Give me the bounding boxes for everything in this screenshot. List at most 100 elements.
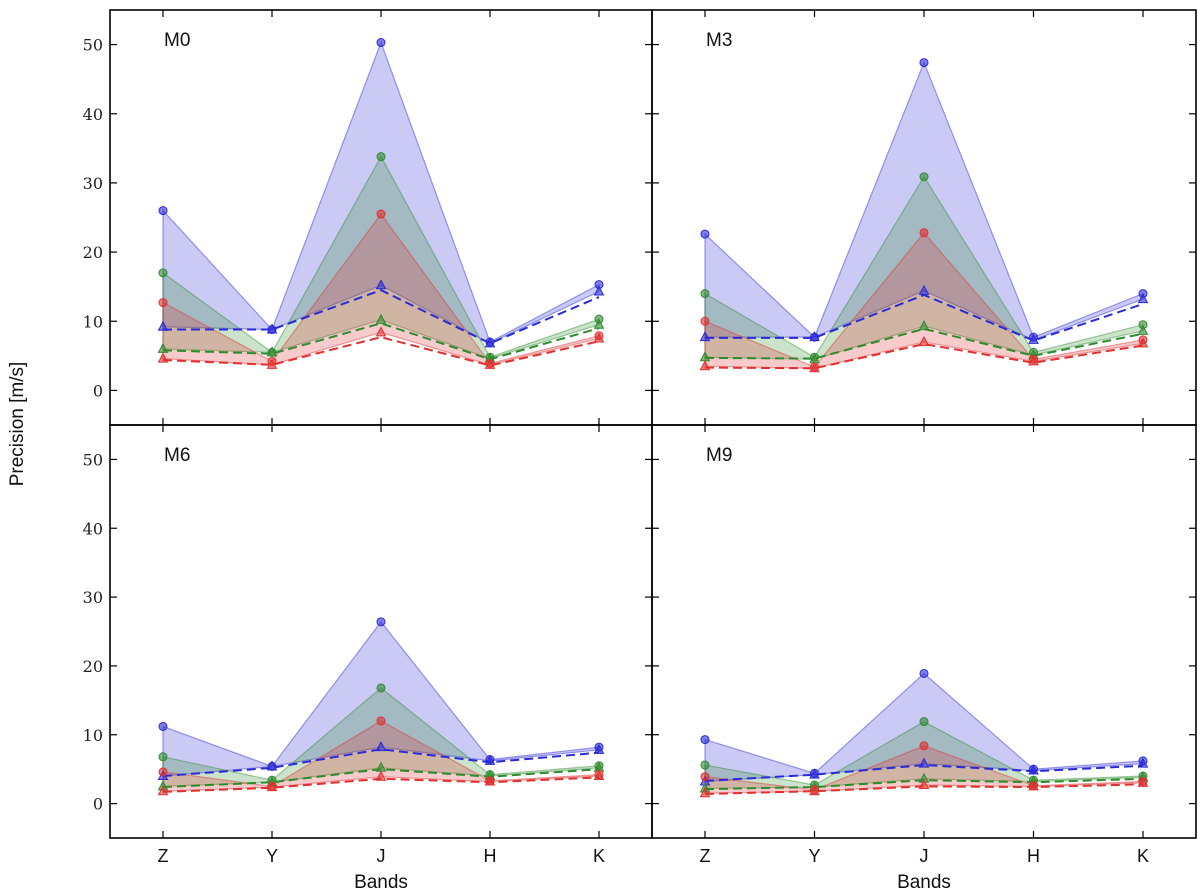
m3-red-upper-point — [700, 316, 710, 326]
m9-panel-title: M9 — [706, 445, 732, 466]
x-tick-label: H — [1027, 846, 1040, 866]
x-axis-label: Bands — [897, 872, 951, 893]
m3-red-lower-point — [1137, 337, 1149, 348]
m6-blue-lower-point — [593, 743, 605, 754]
m3-red-upper-point — [919, 228, 929, 238]
m3-green-lower-point — [1137, 324, 1149, 335]
m0-green-upper-point — [158, 268, 168, 278]
y-tick-label: 0 — [93, 795, 103, 814]
m0-blue-lower-point — [593, 285, 605, 296]
m9-green-upper-point — [919, 717, 929, 727]
m3-red-lower-point — [1028, 355, 1039, 366]
m3-blue-lower-point — [1137, 293, 1149, 304]
y-tick-label: 40 — [83, 105, 103, 124]
m3-blue-lower-point — [1028, 333, 1039, 344]
m0-blue-upper-point — [158, 206, 168, 216]
y-tick-label: 30 — [83, 174, 103, 193]
m0-red-lower-point — [593, 332, 605, 343]
m9-blue-lower-point — [809, 768, 820, 779]
y-axis-label: Precision [m/s] — [7, 362, 28, 487]
x-axis-label: Bands — [354, 872, 408, 893]
m6-red-upper-point — [376, 716, 386, 726]
m0-panel-title: M0 — [164, 30, 190, 51]
x-tick-label: H — [484, 846, 497, 866]
m9-red-lower-point — [699, 787, 711, 798]
m9-red-lower-point — [1137, 776, 1149, 787]
m3-red-lower-point — [699, 360, 711, 371]
m9-blue-lower-point — [1028, 764, 1039, 775]
m6-blue-dashed-line — [162, 748, 600, 778]
m3-red-lower-point — [809, 362, 820, 373]
m0-green-lower-point — [157, 342, 169, 353]
y-tick-label: 0 — [93, 381, 103, 400]
m6-red-lower-point — [157, 785, 169, 796]
m3-red-dashed-line — [704, 343, 1144, 370]
m0-red-lower-point — [484, 358, 496, 369]
m0-red-lower-point — [375, 326, 387, 337]
m6-blue-upper-point — [376, 617, 386, 627]
m0-green-upper-point — [376, 152, 386, 162]
m6-red-upper-point — [158, 767, 168, 777]
m3-blue-dashed-line — [705, 293, 1144, 342]
x-tick-label: Y — [266, 846, 278, 866]
m3-blue-upper-point — [919, 58, 929, 68]
m6-red-lower-point — [266, 780, 278, 792]
m3-blue-upper-point — [700, 229, 710, 239]
m0-blue-upper-point — [376, 38, 386, 48]
m6-blue-lower-point — [484, 754, 496, 765]
m6-red-lower-point — [593, 769, 605, 781]
m0-green-lower-point — [266, 346, 278, 357]
m9-blue-lower-point — [1137, 757, 1149, 768]
x-tick-label: Y — [808, 846, 820, 866]
m3-blue-lower-point — [918, 284, 930, 295]
m3-panel-title: M3 — [706, 30, 732, 51]
m6-green-upper-point — [376, 683, 386, 693]
m0-red-upper-point — [376, 209, 386, 219]
m9-blue-upper-point — [700, 735, 710, 745]
x-tick-label: J — [377, 846, 386, 866]
m9-blue-dashed-line — [704, 764, 1144, 782]
m0-green-dashed-line — [162, 322, 600, 361]
m0-red-upper-point — [158, 298, 168, 308]
m9-red-dashed-line — [704, 783, 1144, 795]
m0-red-lower-point — [266, 358, 278, 369]
m0-blue-dashed-line — [163, 289, 600, 345]
m9-green-dashed-line — [704, 777, 1144, 791]
x-tick-label: K — [1137, 846, 1149, 866]
y-tick-label: 20 — [83, 657, 103, 676]
m9-blue-lower-point — [918, 757, 930, 768]
m6-red-lower-point — [484, 775, 496, 786]
m9-red-lower-point — [1028, 780, 1039, 791]
m9-red-upper-point — [919, 741, 929, 751]
m6-blue-lower-point — [375, 741, 387, 752]
m9-red-lower-point — [918, 778, 930, 789]
x-tick-label: J — [920, 846, 929, 866]
m9-green-upper-point — [700, 760, 710, 770]
x-tick-label: Z — [700, 846, 711, 866]
m6-blue-lower-point — [266, 760, 278, 771]
m0-blue-lower-point — [266, 323, 278, 334]
m3-blue-lower-point — [699, 331, 711, 342]
m0-blue-lower-point — [484, 337, 496, 348]
m3-red-lower-point — [918, 335, 930, 346]
m3-green-upper-point — [700, 289, 710, 299]
m6-panel-title: M6 — [164, 445, 190, 466]
m9-red-lower-point — [809, 785, 820, 796]
m0-green-lower-point — [375, 313, 387, 324]
m0-green-lower-point — [593, 318, 605, 329]
y-tick-label: 20 — [83, 243, 103, 262]
m0-blue-lower-point — [157, 320, 169, 331]
m9-blue-upper-point — [919, 668, 929, 678]
m6-blue-upper-point — [158, 721, 168, 731]
y-tick-label: 40 — [83, 519, 103, 538]
x-tick-label: Z — [158, 846, 169, 866]
m3-green-lower-point — [918, 320, 930, 331]
m3-green-dashed-line — [704, 327, 1144, 360]
y-tick-label: 10 — [83, 312, 103, 331]
m3-green-upper-point — [919, 172, 929, 182]
y-tick-label: 10 — [83, 726, 103, 745]
y-tick-label: 50 — [83, 450, 103, 469]
m9-red-upper-point — [700, 772, 710, 782]
m0-red-lower-point — [157, 352, 169, 363]
